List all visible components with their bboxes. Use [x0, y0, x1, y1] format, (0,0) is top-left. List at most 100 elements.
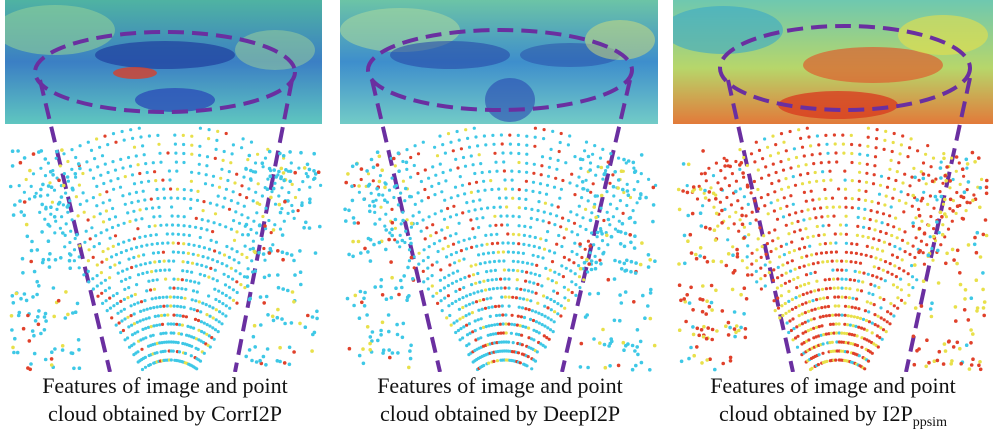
point — [11, 301, 16, 305]
point — [308, 185, 312, 189]
point — [490, 187, 494, 192]
point — [822, 233, 826, 237]
point — [202, 351, 206, 355]
point — [409, 155, 413, 160]
point — [38, 210, 42, 214]
point — [370, 339, 374, 343]
point — [815, 224, 819, 229]
point — [889, 302, 893, 306]
point — [221, 158, 225, 162]
point — [461, 305, 465, 310]
point — [381, 193, 385, 197]
point — [858, 170, 862, 174]
point — [180, 278, 184, 282]
point — [124, 277, 128, 281]
point — [831, 322, 835, 326]
point — [131, 136, 135, 140]
point — [145, 270, 149, 274]
point — [119, 279, 124, 283]
point — [570, 280, 574, 284]
point — [199, 226, 203, 231]
point — [789, 194, 793, 198]
point — [935, 198, 939, 202]
point — [469, 218, 473, 222]
point — [150, 270, 154, 274]
point — [739, 325, 743, 330]
point — [593, 144, 597, 148]
point — [222, 149, 226, 154]
point — [307, 226, 312, 230]
point — [171, 232, 175, 236]
point — [347, 346, 352, 351]
point — [439, 299, 443, 303]
point — [74, 155, 78, 160]
point — [434, 173, 438, 177]
point — [585, 257, 589, 262]
point — [546, 316, 550, 320]
point — [395, 240, 400, 244]
point — [708, 227, 712, 231]
point — [616, 363, 621, 368]
point — [128, 164, 133, 168]
point — [235, 301, 239, 305]
point — [183, 351, 188, 355]
point — [202, 246, 206, 250]
point — [114, 323, 118, 327]
point — [158, 268, 162, 272]
point — [718, 200, 722, 204]
point — [745, 185, 750, 189]
point — [643, 316, 647, 321]
point — [899, 190, 903, 194]
point — [826, 214, 830, 218]
point — [858, 161, 862, 165]
point — [848, 323, 852, 327]
point — [623, 231, 628, 236]
point — [509, 151, 513, 155]
point — [54, 219, 58, 223]
point — [541, 343, 545, 347]
point — [454, 250, 458, 255]
point — [460, 183, 465, 187]
point — [548, 268, 552, 272]
point — [180, 287, 184, 291]
point — [756, 187, 760, 192]
point — [850, 197, 854, 201]
point — [164, 277, 168, 281]
point — [169, 322, 173, 326]
point — [920, 219, 924, 223]
point — [889, 312, 893, 316]
point — [465, 344, 469, 348]
point — [646, 304, 650, 308]
point — [639, 192, 643, 196]
point — [858, 261, 863, 265]
point — [121, 166, 125, 170]
point — [494, 332, 498, 336]
point — [40, 230, 44, 234]
point — [731, 245, 735, 249]
point — [357, 316, 362, 321]
point — [845, 350, 850, 354]
point — [835, 331, 839, 335]
point — [305, 162, 310, 167]
point — [511, 268, 515, 272]
point — [359, 177, 363, 182]
point — [454, 279, 459, 283]
point — [351, 216, 356, 220]
point — [969, 341, 973, 345]
dashed-ellipse — [366, 28, 634, 112]
point — [229, 227, 233, 231]
point — [60, 148, 64, 152]
point — [715, 329, 719, 333]
point — [88, 168, 92, 172]
point — [261, 214, 265, 219]
point — [205, 228, 209, 232]
point — [795, 325, 799, 329]
point — [840, 277, 844, 281]
point — [635, 328, 640, 332]
point — [442, 217, 447, 221]
point — [772, 299, 776, 303]
point — [566, 143, 570, 147]
point — [480, 170, 484, 175]
point — [917, 226, 922, 231]
point — [801, 331, 805, 335]
